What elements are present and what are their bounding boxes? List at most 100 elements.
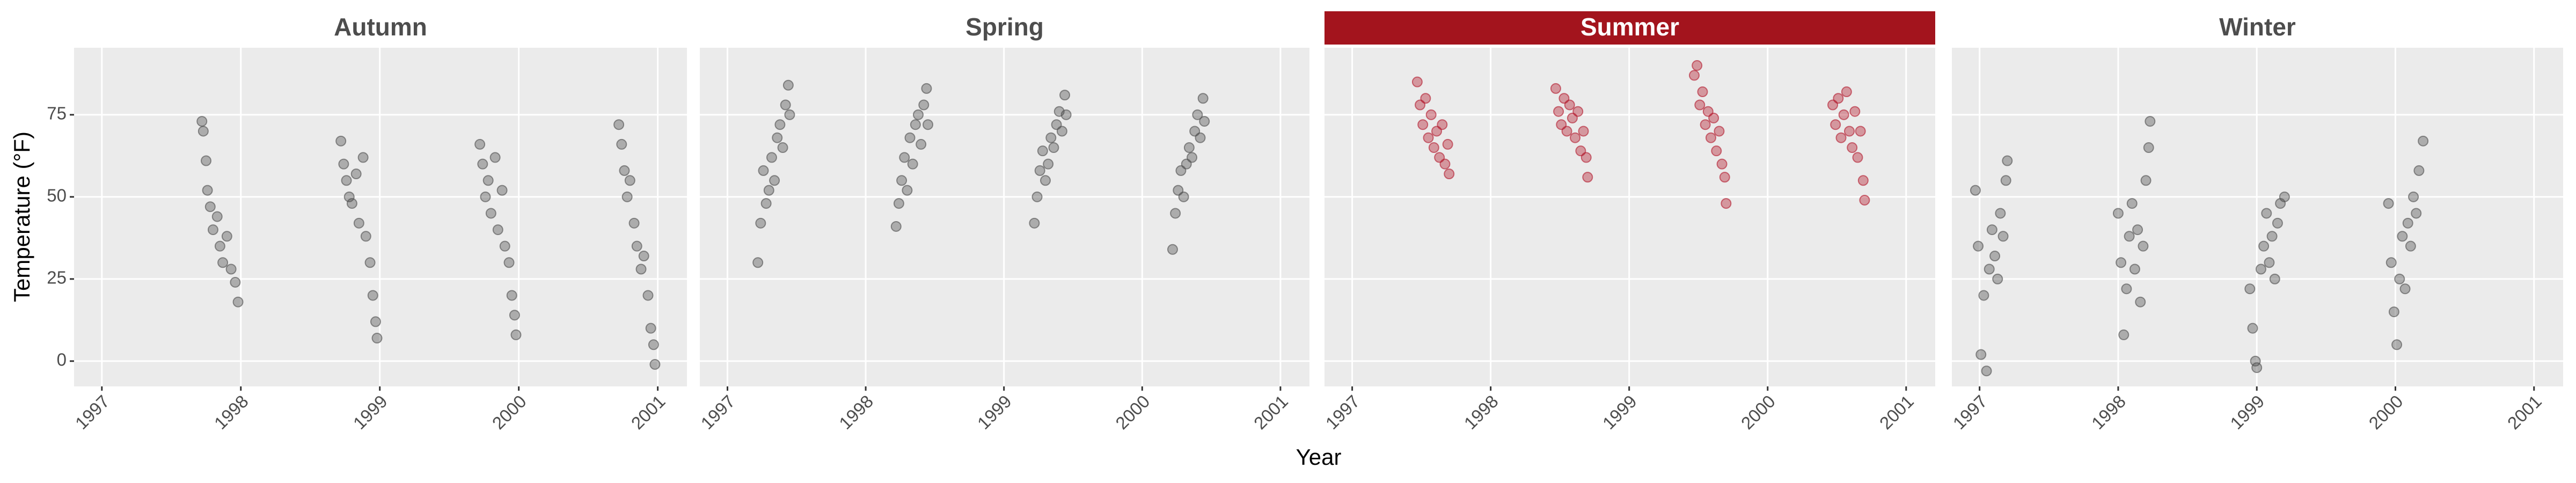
point: [1708, 112, 1719, 123]
point: [1031, 191, 1043, 202]
point: [755, 217, 766, 229]
point: [1694, 99, 1706, 111]
strip: [1952, 11, 2563, 45]
point: [2272, 217, 2283, 229]
point: [1838, 109, 1849, 120]
point: [613, 119, 625, 130]
point: [923, 119, 934, 130]
point: [1833, 93, 1844, 104]
point: [645, 323, 656, 334]
point: [2279, 191, 2290, 202]
point: [1859, 194, 1870, 206]
point: [1716, 158, 1728, 170]
point: [628, 217, 640, 229]
point: [2399, 283, 2411, 295]
point: [766, 152, 777, 163]
point: [1183, 142, 1195, 153]
point: [899, 152, 910, 163]
point: [2121, 283, 2132, 295]
y-tick-label: 50: [47, 186, 67, 206]
point: [1700, 119, 1711, 130]
facet-title: Autumn: [334, 13, 427, 41]
point: [1975, 349, 1987, 360]
point: [1992, 273, 2003, 284]
point: [1561, 126, 1572, 137]
point: [1199, 116, 1210, 127]
point: [1841, 86, 1852, 98]
point: [357, 152, 369, 163]
x-axis-label: Year: [1296, 444, 1342, 470]
point: [1849, 106, 1861, 117]
point: [758, 165, 769, 176]
point: [907, 158, 918, 170]
point: [769, 175, 780, 186]
point: [1059, 90, 1071, 101]
point: [1973, 240, 1984, 252]
point: [1852, 152, 1863, 163]
point: [1830, 119, 1841, 130]
point: [616, 138, 627, 150]
point: [1978, 290, 1989, 301]
point: [197, 126, 209, 137]
point: [1444, 169, 1455, 180]
point: [2250, 355, 2261, 367]
point: [2405, 240, 2416, 252]
point: [2255, 264, 2266, 275]
point: [1857, 175, 1869, 186]
point: [2135, 296, 2146, 308]
point: [1580, 152, 1592, 163]
point: [225, 264, 237, 275]
point: [341, 175, 352, 186]
point: [1721, 198, 1732, 209]
point: [2266, 231, 2278, 242]
point: [2138, 240, 2149, 252]
point: [642, 290, 654, 301]
point: [353, 217, 364, 229]
point: [2244, 283, 2256, 295]
point: [619, 165, 630, 176]
point: [364, 257, 376, 268]
strip: [1324, 11, 1935, 45]
point: [1692, 60, 1703, 71]
point: [890, 221, 902, 232]
point: [1572, 106, 1584, 117]
point: [904, 132, 916, 143]
point: [202, 185, 213, 196]
point: [2132, 224, 2143, 236]
point: [1437, 119, 1448, 130]
point: [1578, 126, 1589, 137]
point: [509, 310, 520, 321]
y-tick-label: 0: [57, 350, 67, 370]
strip: [74, 11, 687, 45]
point: [217, 257, 229, 268]
point: [2388, 306, 2399, 318]
point: [1570, 132, 1581, 143]
point: [480, 191, 491, 202]
point: [2402, 217, 2413, 229]
point: [913, 109, 924, 120]
point: [503, 257, 515, 268]
point: [2264, 257, 2275, 268]
point: [638, 251, 649, 262]
point: [1697, 86, 1708, 98]
point: [1192, 109, 1203, 120]
point: [649, 358, 661, 370]
point: [2413, 165, 2425, 176]
point: [492, 224, 503, 236]
point: [1043, 158, 1054, 170]
point: [335, 135, 347, 147]
point: [2261, 208, 2272, 219]
point: [2269, 273, 2280, 284]
point: [918, 99, 930, 111]
point: [921, 83, 932, 94]
point: [1847, 142, 1858, 153]
point: [2408, 191, 2419, 202]
point: [201, 155, 212, 166]
point: [1719, 172, 1730, 183]
point: [367, 290, 378, 301]
point: [2397, 231, 2408, 242]
point: [1970, 185, 1981, 196]
point: [2002, 155, 2013, 166]
